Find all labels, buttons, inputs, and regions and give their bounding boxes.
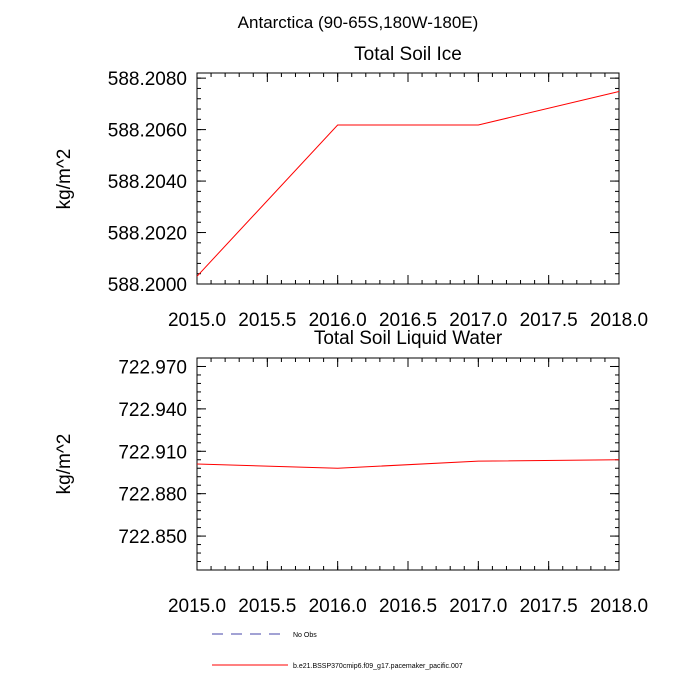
y-tick-label: 588.2040 xyxy=(108,172,187,193)
x-tick-label: 2018.0 xyxy=(590,310,648,331)
panel-title: Total Soil Liquid Water xyxy=(314,328,503,349)
x-tick-label: 2015.0 xyxy=(168,596,226,617)
figure-title: Antarctica (90-65S,180W-180E) xyxy=(238,13,479,32)
x-tick-label: 2016.0 xyxy=(309,596,367,617)
panel-total-soil-ice: Total Soil Ice kg/m^2 2015.0 2015.5 2016.0… xyxy=(54,44,648,331)
x-tick-label: 2018.0 xyxy=(590,596,648,617)
x-tick-label: 2016.5 xyxy=(379,596,437,617)
x-tick-label: 2015.0 xyxy=(168,310,226,331)
x-tick-label: 2016.0 xyxy=(309,310,367,331)
y-tick-label: 722.850 xyxy=(118,527,187,548)
y-tick-label: 722.970 xyxy=(118,357,187,378)
y-axis-label: kg/m^2 xyxy=(54,149,75,210)
plot-frame xyxy=(196,357,620,571)
legend-label: b.e21.BSSP370cmip6.f09_g17.pacemaker_pac… xyxy=(293,663,463,670)
y-tick-label: 722.880 xyxy=(118,485,187,506)
x-tick-label: 2015.5 xyxy=(238,596,296,617)
panel-total-soil-liquid-water: Total Soil Liquid Water kg/m^2 2015.0 201… xyxy=(54,328,648,617)
y-tick-label: 588.2020 xyxy=(108,224,187,245)
y-axis-label: kg/m^2 xyxy=(54,434,75,495)
series-line xyxy=(196,91,620,277)
panel-title: Total Soil Ice xyxy=(354,44,462,65)
y-tick-label: 722.940 xyxy=(118,400,187,421)
y-tick-label: 722.910 xyxy=(118,442,187,463)
y-tick-label: 588.2080 xyxy=(108,69,187,90)
x-tick-label: 2017.0 xyxy=(449,310,507,331)
x-tick-label: 2017.5 xyxy=(520,310,578,331)
legend-label: No Obs xyxy=(293,632,317,639)
series-line xyxy=(196,459,620,469)
y-tick-label: 588.2000 xyxy=(108,275,187,296)
x-tick-label: 2017.5 xyxy=(520,596,578,617)
x-tick-label: 2017.0 xyxy=(449,596,507,617)
x-tick-label: 2016.5 xyxy=(379,310,437,331)
legend: No Obs b.e21.BSSP370cmip6.f09_g17.pacema… xyxy=(212,632,463,670)
plot-frame xyxy=(196,72,620,285)
y-tick-label: 588.2060 xyxy=(108,121,187,142)
x-tick-label: 2015.5 xyxy=(238,310,296,331)
